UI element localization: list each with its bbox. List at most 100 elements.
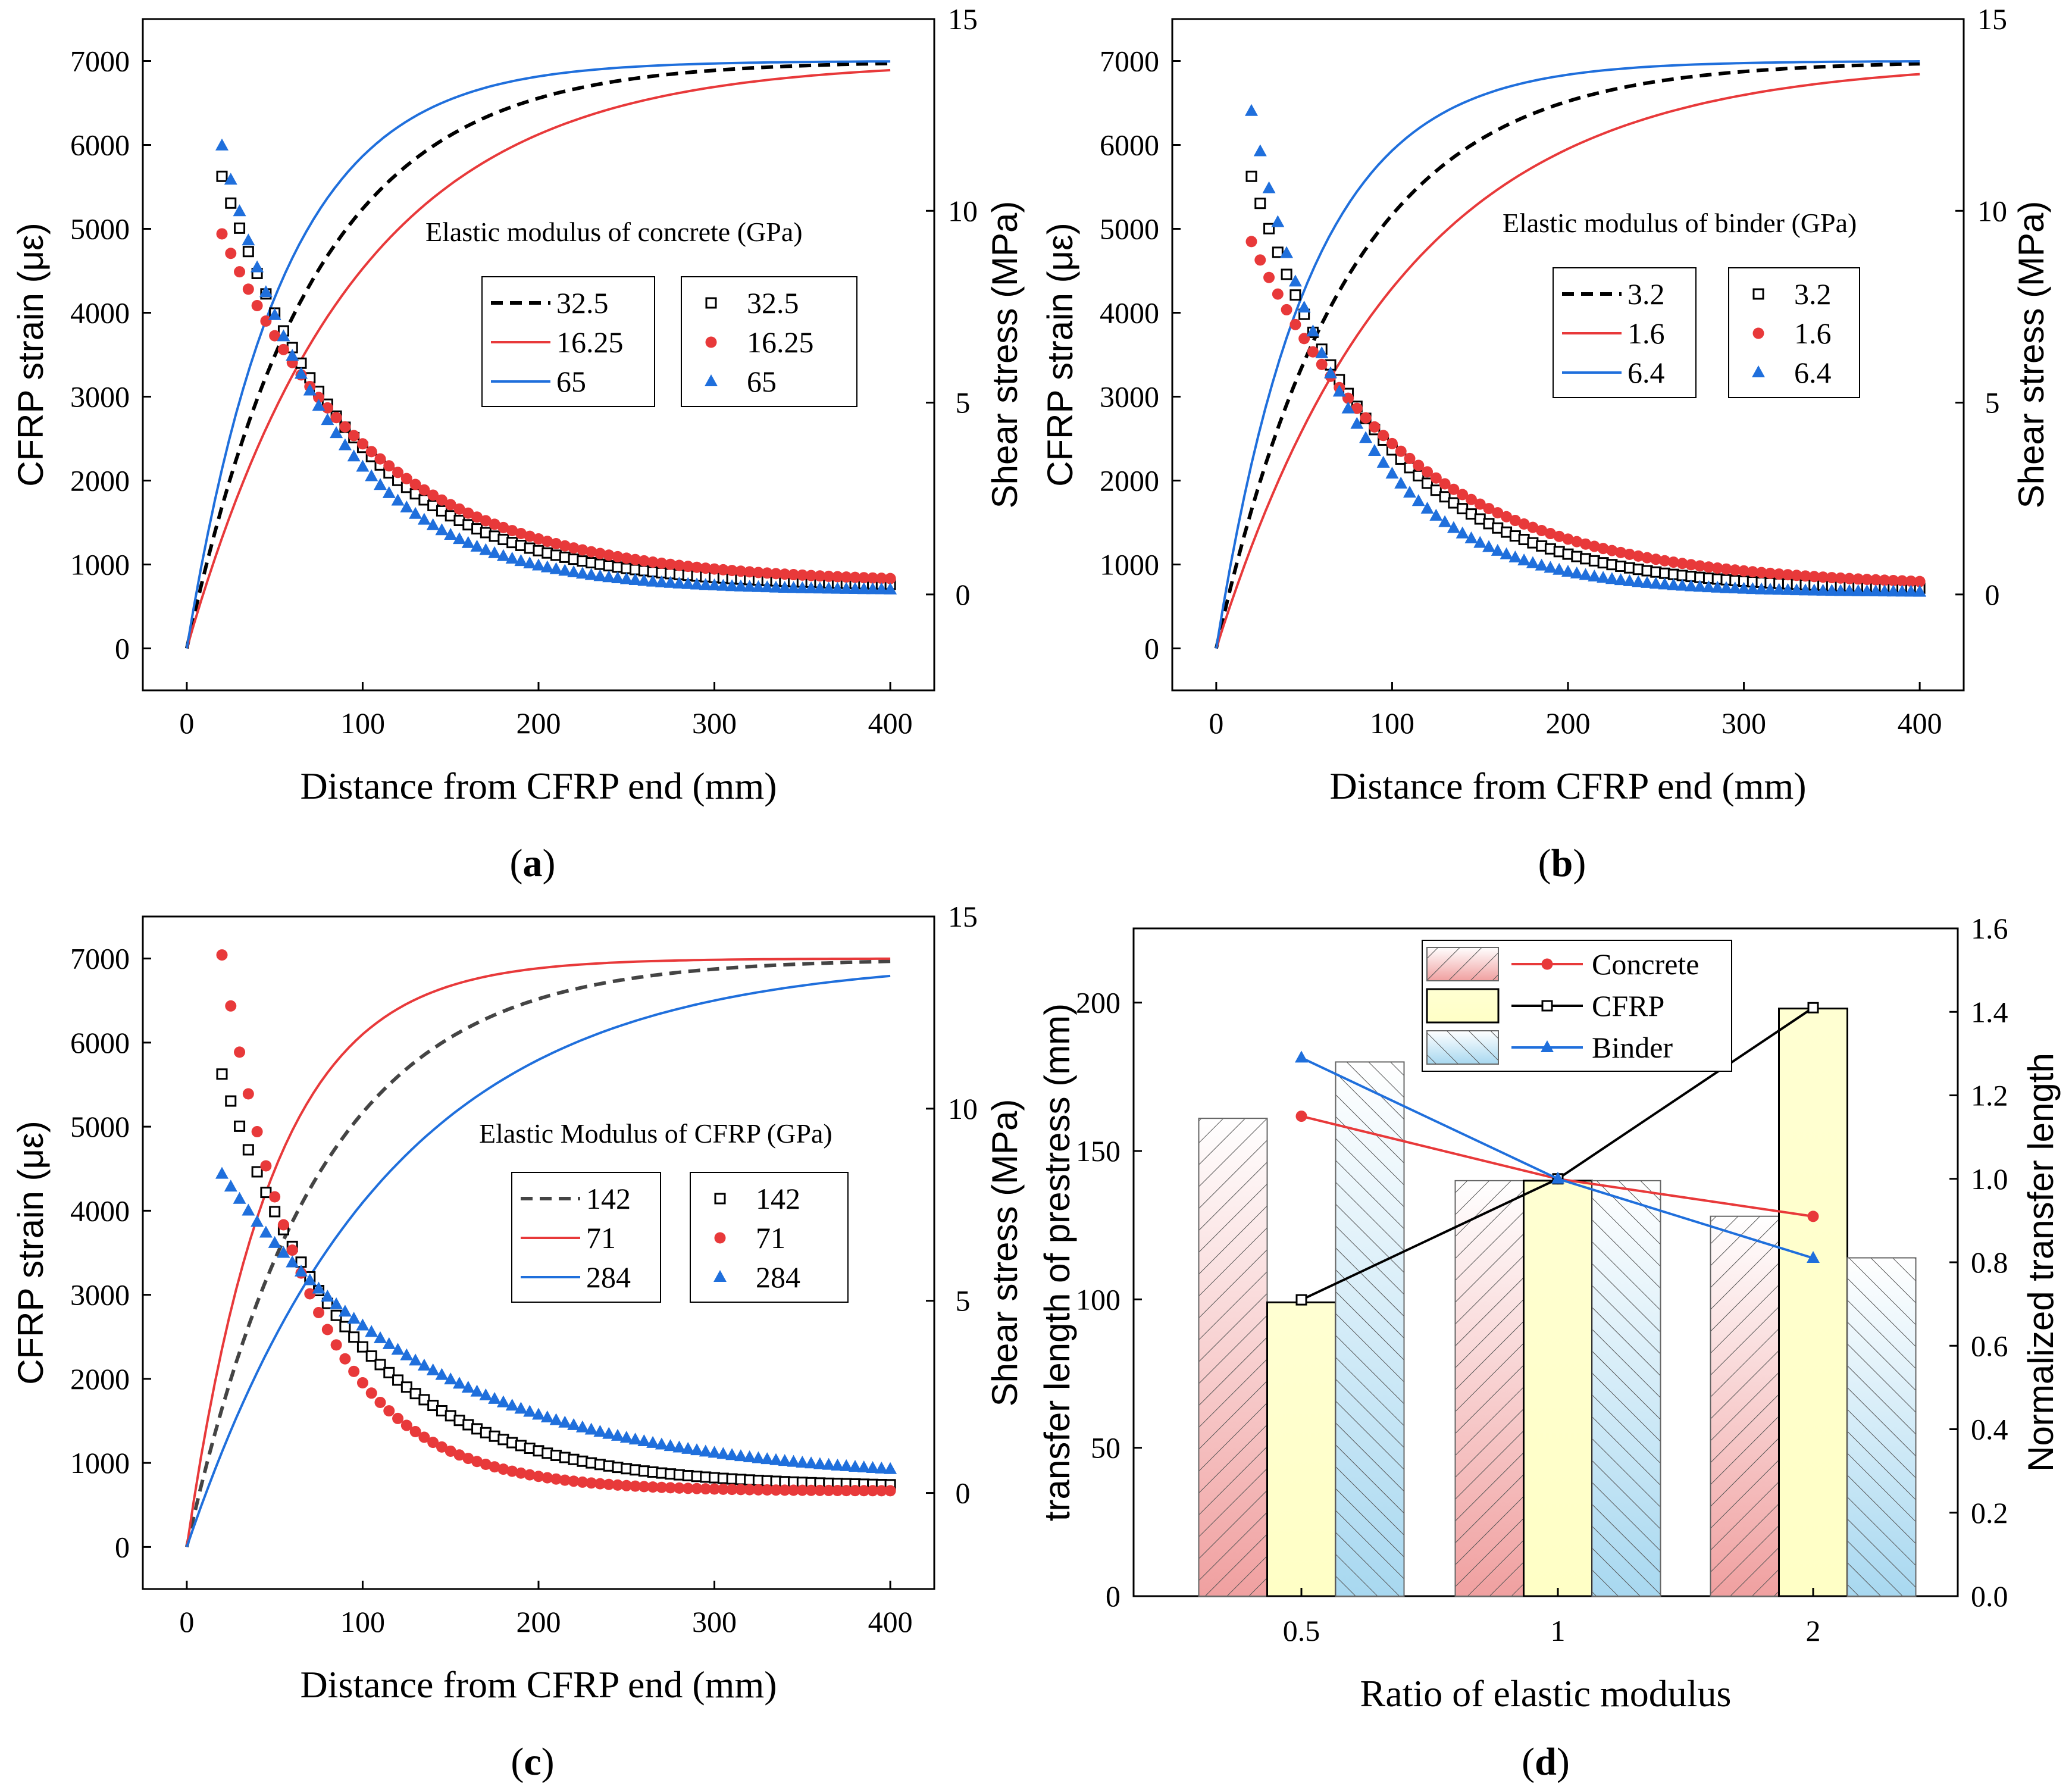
- normalized-point-CFRP: [1295, 1294, 1307, 1306]
- legend-box-lines: [481, 276, 655, 407]
- stress-point: [673, 559, 685, 571]
- stress-point: [699, 578, 712, 590]
- x-tick-label: 200: [517, 1605, 561, 1638]
- stress-point: [374, 1331, 387, 1343]
- stress-point: [356, 1341, 368, 1353]
- stress-point: [1790, 583, 1804, 596]
- stress-point: [260, 1160, 272, 1172]
- stress-point: [356, 438, 368, 450]
- stress-point: [1870, 574, 1882, 586]
- stress-point: [1597, 571, 1610, 583]
- stress-point: [840, 1485, 852, 1497]
- stress-point: [1262, 181, 1276, 193]
- stress-point: [1448, 497, 1460, 509]
- stress-point: [1439, 491, 1451, 503]
- stress-point: [1842, 584, 1856, 596]
- stress-point: [1254, 198, 1266, 209]
- stress-point: [374, 1396, 386, 1408]
- stress-point: [884, 1462, 897, 1474]
- y2-tick-label: 0: [956, 1477, 971, 1510]
- bar-CFRP-0.5: [1267, 1302, 1336, 1596]
- stress-point: [770, 1484, 782, 1496]
- stress-point: [505, 552, 519, 564]
- stress-point: [567, 1418, 581, 1430]
- legend-label: 32.5: [747, 286, 799, 320]
- stress-point: [796, 1455, 809, 1468]
- y2-tick-label: 0.8: [1971, 1246, 2008, 1279]
- stress-point: [1289, 289, 1301, 301]
- y2-axis-label: Normalized transfer length: [2021, 1053, 2061, 1472]
- stress-point: [445, 499, 456, 511]
- stress-point: [1411, 494, 1425, 506]
- stress-point: [884, 573, 896, 584]
- y-tick-label: 50: [1091, 1431, 1120, 1465]
- legend-label: 1.6: [1627, 317, 1665, 350]
- stress-point: [506, 525, 518, 537]
- stress-point: [1693, 580, 1707, 592]
- stress-point: [418, 484, 430, 496]
- stress-point: [602, 570, 616, 583]
- stress-point: [619, 572, 633, 584]
- stress-point: [347, 1312, 361, 1324]
- stress-point: [717, 564, 729, 575]
- legend-marker-swatch: [1541, 1040, 1554, 1052]
- stress-point: [417, 512, 431, 525]
- stress-point: [735, 1484, 747, 1496]
- y-tick-label: 4000: [70, 1194, 130, 1227]
- stress-point: [1632, 550, 1644, 562]
- legend-label: 1.6: [1794, 317, 1832, 350]
- stress-point: [225, 248, 237, 259]
- stress-point: [1430, 484, 1442, 496]
- stress-point: [646, 574, 660, 587]
- stress-point: [655, 1437, 668, 1450]
- stress-point: [752, 1484, 764, 1496]
- legend-marker-swatch: [1752, 365, 1765, 377]
- stress-point: [259, 1225, 273, 1238]
- stress-point: [779, 1484, 791, 1496]
- stress-point: [1746, 582, 1760, 595]
- stress-point: [849, 1485, 861, 1497]
- legend-label: Binder: [1592, 1031, 1673, 1064]
- stress-point: [673, 1482, 685, 1494]
- stress-point: [760, 1452, 774, 1465]
- stress-point: [1835, 572, 1846, 584]
- legend-label: 284: [586, 1260, 631, 1294]
- stress-point: [374, 1359, 386, 1371]
- y-tick-label: 3000: [1100, 380, 1159, 414]
- stress-point: [858, 572, 870, 584]
- stress-point: [787, 581, 800, 593]
- x-tick-label: 300: [1722, 706, 1766, 740]
- stress-point: [690, 577, 703, 590]
- stress-point: [858, 1485, 870, 1497]
- stress-point: [523, 1405, 537, 1417]
- y-tick-label: 6000: [1100, 129, 1159, 162]
- stress-point: [734, 579, 747, 592]
- stress-point: [568, 542, 580, 554]
- stress-point: [383, 1366, 395, 1378]
- strain-curve-284: [186, 974, 891, 1548]
- stress-point: [259, 285, 273, 298]
- y2-tick-label: 1.0: [1971, 1162, 2008, 1196]
- stress-point: [444, 1372, 458, 1385]
- stress-point: [365, 469, 378, 481]
- stress-point: [647, 1481, 659, 1493]
- stress-point: [770, 568, 782, 580]
- x-tick-label: 100: [1370, 706, 1414, 740]
- stress-point: [277, 329, 290, 342]
- stress-point: [277, 343, 289, 355]
- stress-point: [1422, 477, 1434, 489]
- legend-marker-swatch: [1752, 327, 1764, 339]
- stress-point: [1676, 578, 1689, 591]
- stress-point: [1905, 575, 1917, 587]
- stress-point: [875, 573, 887, 584]
- stress-point: [575, 567, 589, 579]
- stress-point: [621, 552, 633, 564]
- stress-point: [489, 1461, 500, 1473]
- normalized-point-CFRP: [1807, 1002, 1819, 1014]
- stress-point: [1799, 583, 1812, 596]
- bar-CFRP-1: [1523, 1180, 1592, 1596]
- stress-point: [586, 546, 597, 558]
- y2-tick-label: 5: [1985, 386, 2000, 420]
- stress-point: [356, 1377, 368, 1388]
- strain-curve-65: [185, 60, 891, 649]
